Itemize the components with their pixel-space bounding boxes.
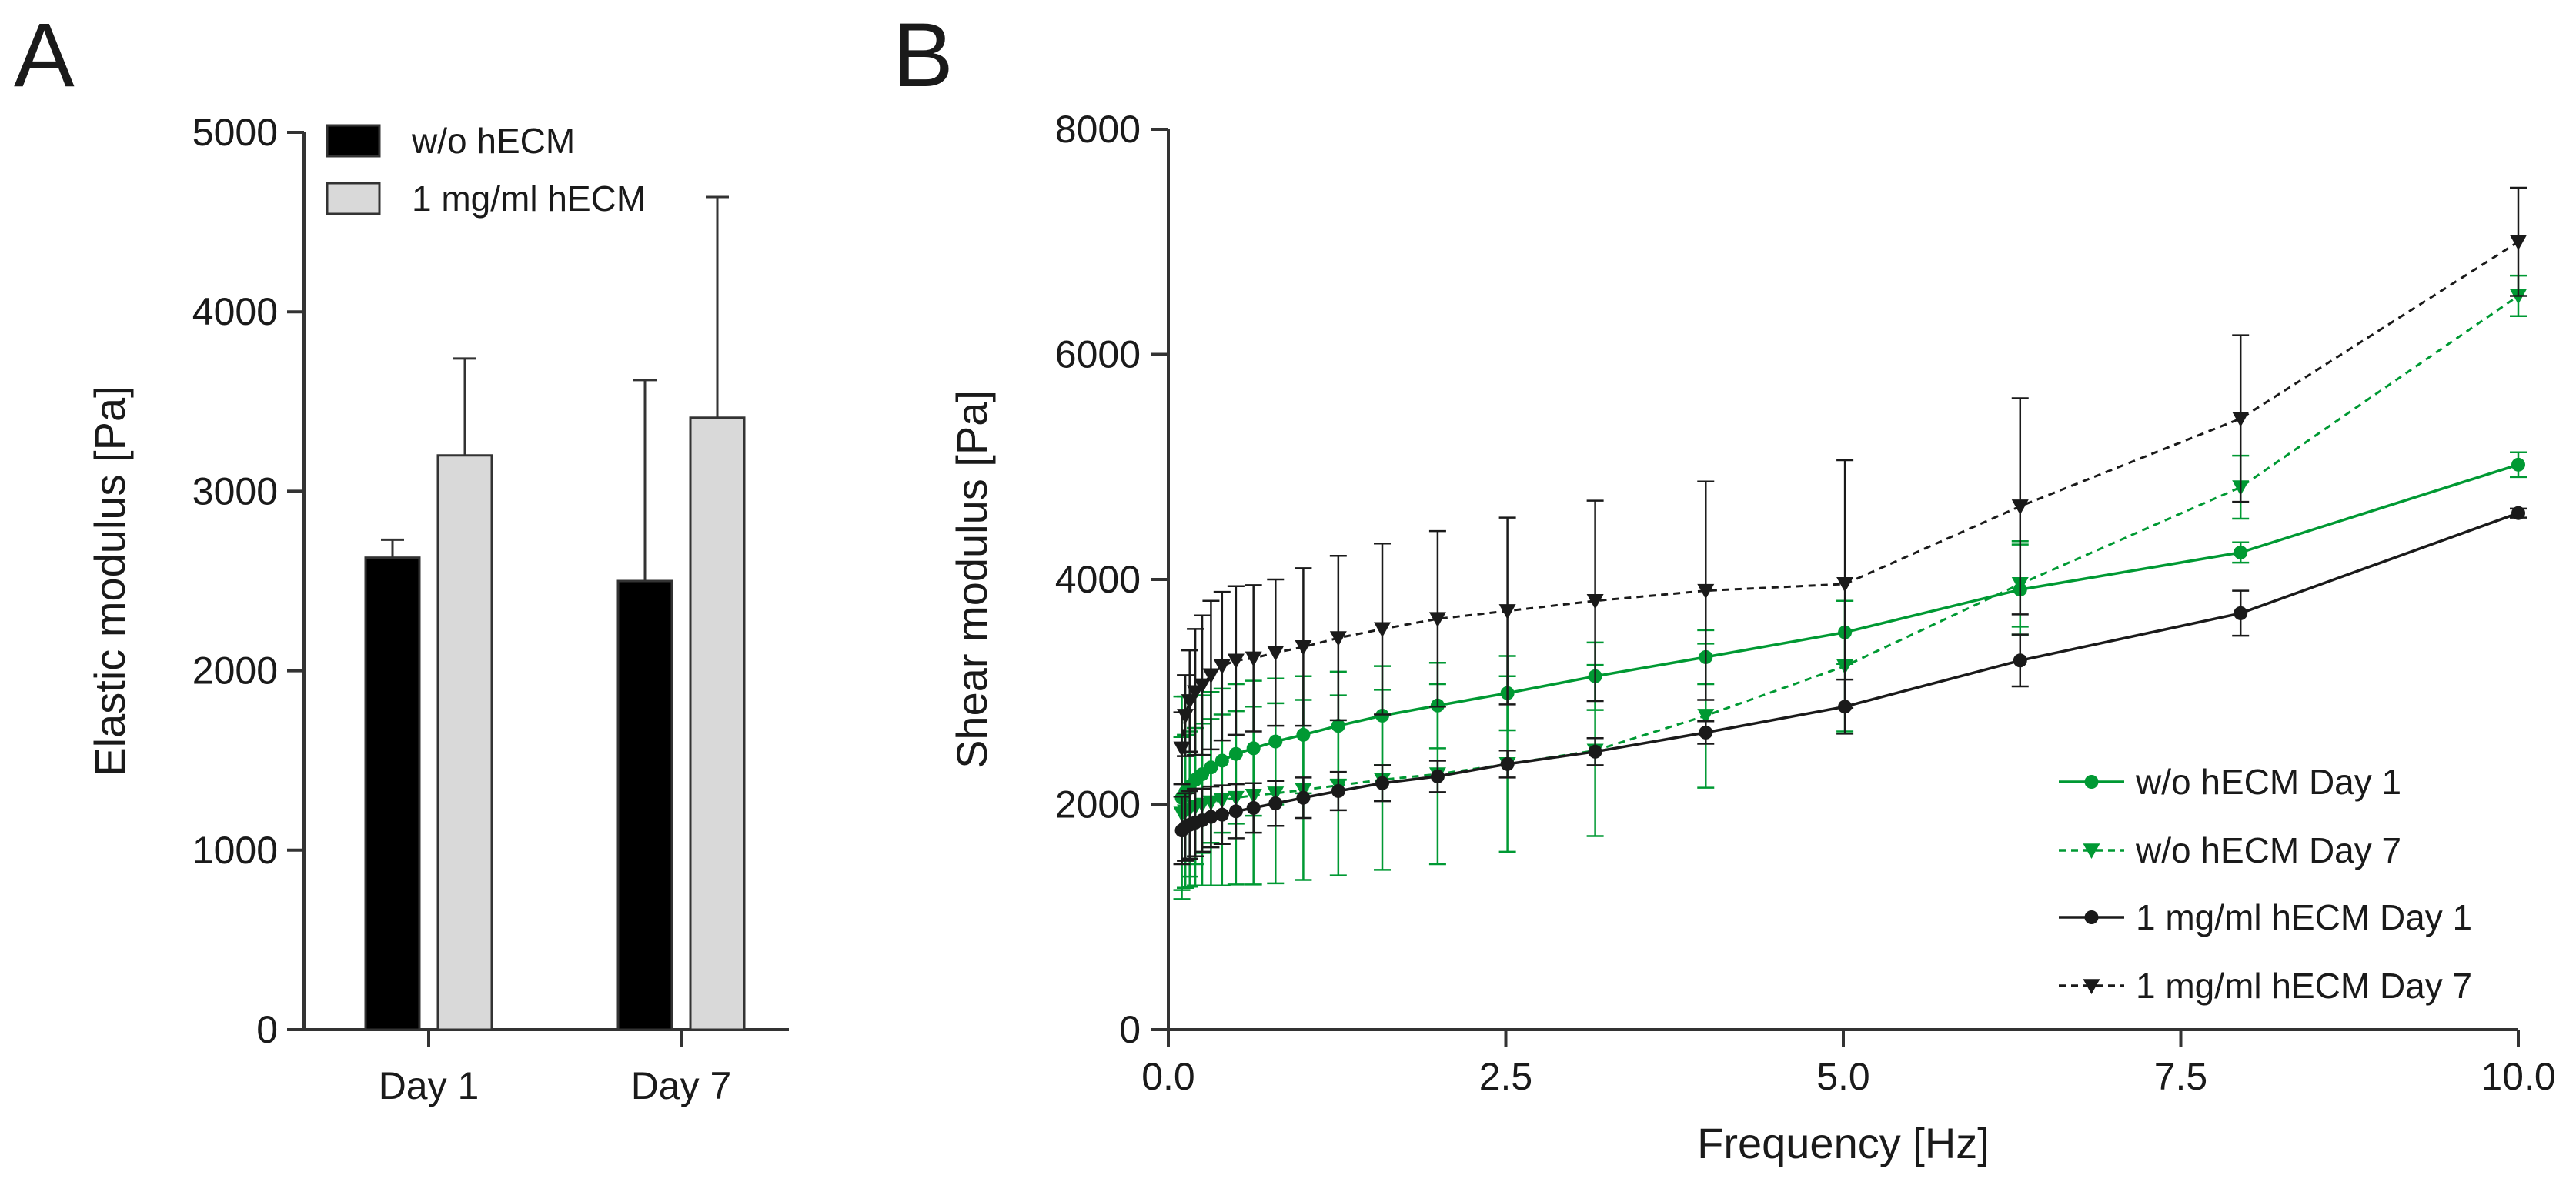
panel-b-data-point xyxy=(2234,606,2248,620)
panel-b-y-tick-label: 8000 xyxy=(1055,108,1141,151)
panel-a-legend-swatch xyxy=(326,124,381,158)
panel-b-label: B xyxy=(893,5,954,106)
panel-a-bar-hecm-day-1 xyxy=(436,454,493,1031)
panel-b-data-point xyxy=(1374,622,1392,638)
panel-b-data-point xyxy=(1227,653,1245,669)
panel-b-legend-marker xyxy=(2083,843,2100,859)
panel-b-x-tick-label: 2.5 xyxy=(1479,1055,1533,1098)
panel-b-data-point xyxy=(1202,668,1220,684)
panel-b-legend-label: w/o hECM Day 7 xyxy=(2135,830,2401,870)
panel-b-data-point xyxy=(1267,646,1285,662)
panel-b-legend-label: 1 mg/ml hECM Day 1 xyxy=(2136,897,2472,937)
panel-a-y-tick-label: 4000 xyxy=(192,290,278,333)
panel-b-legend-marker xyxy=(2084,775,2099,789)
panel-a-y-tick-label: 2000 xyxy=(192,649,278,693)
panel-a-y-axis-title: Elastic modulus [Pa] xyxy=(85,386,134,776)
panel-b-data-point xyxy=(1296,790,1311,805)
panel-b-legend-marker xyxy=(2084,910,2099,924)
panel-b-data-point xyxy=(1331,783,1345,798)
panel-a-y-tick-label: 5000 xyxy=(192,111,278,154)
panel-b-data-point xyxy=(2011,499,2029,515)
panel-b-series-3 xyxy=(1173,186,2527,786)
panel-b-x-tick-label: 0.0 xyxy=(1141,1055,1195,1098)
panel-a-bar-hecm-day-7 xyxy=(689,416,746,1031)
panel-a-bar-chart: 0 1000 2000 3000 4000 5000 Elastic modulus [Pa… xyxy=(85,111,789,1107)
panel-a-category-label: Day 7 xyxy=(631,1064,732,1107)
panel-a-bar-wo-hecm-day-7 xyxy=(616,579,673,1031)
panel-a-y-tick-label: 3000 xyxy=(192,469,278,513)
panel-b-data-point xyxy=(2510,235,2527,251)
panel-b-data-point xyxy=(1586,593,1604,609)
panel-a-category-label: Day 1 xyxy=(379,1064,479,1107)
panel-b-y-tick-label: 0 xyxy=(1119,1008,1141,1051)
panel-b-data-point xyxy=(1245,651,1262,667)
panel-b-data-point xyxy=(2511,506,2525,520)
panel-b-data-point xyxy=(1697,709,1715,724)
panel-b-data-point xyxy=(2234,545,2248,559)
panel-b-data-point xyxy=(1213,659,1231,675)
panel-a-bar-wo-hecm-day-1 xyxy=(364,556,421,1031)
panel-b-data-point xyxy=(1329,631,1347,647)
panel-b-data-point xyxy=(1214,807,1229,822)
panel-a-label: A xyxy=(14,5,75,106)
panel-b-x-tick-label: 7.5 xyxy=(2154,1055,2208,1098)
panel-a-legend-label: w/o hECM xyxy=(411,121,575,161)
panel-b-legend-marker xyxy=(2083,979,2100,994)
panel-b-y-tick-label: 4000 xyxy=(1055,558,1141,601)
panel-b-data-point xyxy=(1588,744,1602,759)
panel-b-legend-label: 1 mg/ml hECM Day 7 xyxy=(2136,966,2472,1006)
panel-b-data-point xyxy=(1228,804,1243,819)
panel-b-data-point xyxy=(1428,612,1446,628)
panel-b-y-axis-title: Shear modulus [Pa] xyxy=(947,390,996,769)
panel-a-y-tick-label: 0 xyxy=(256,1008,278,1051)
panel-b-y-tick-label: 2000 xyxy=(1055,783,1141,826)
panel-b-legend-label: w/o hECM Day 1 xyxy=(2135,762,2401,802)
panel-b-data-point xyxy=(2511,457,2525,472)
panel-b-data-point xyxy=(1697,583,1715,599)
panel-b-data-point xyxy=(2013,653,2027,668)
panel-a-y-tick-label: 1000 xyxy=(192,829,278,872)
panel-b-x-tick-label: 5.0 xyxy=(1816,1055,1870,1098)
panel-b-data-point xyxy=(1268,796,1283,811)
panel-b-data-point xyxy=(1187,685,1204,701)
panel-b-data-point xyxy=(1500,756,1515,771)
panel-b-data-point xyxy=(1181,694,1198,710)
panel-a-legend-label: 1 mg/ml hECM xyxy=(412,179,646,219)
panel-b-data-point xyxy=(1194,678,1211,694)
panel-a-legend-swatch xyxy=(326,182,381,215)
panel-b-data-point xyxy=(1430,769,1445,783)
panel-b-data-point xyxy=(1699,725,1713,740)
panel-b-data-point xyxy=(1173,741,1191,757)
panel-b-data-point xyxy=(1177,709,1194,724)
panel-b-series-2 xyxy=(1173,506,2527,866)
panel-b-x-axis-title: Frequency [Hz] xyxy=(1697,1119,1990,1167)
panel-b-x-tick-label: 10.0 xyxy=(2481,1055,2555,1098)
panel-b-data-point xyxy=(1375,776,1390,790)
panel-b-data-point xyxy=(1836,577,1854,593)
panel-b-data-point xyxy=(1498,604,1516,619)
panel-b-data-point xyxy=(1295,639,1312,656)
panel-b-y-tick-label: 6000 xyxy=(1055,333,1141,376)
panel-b-line-chart: 0 2000 4000 6000 8000 0.0 2.5 5.0 7.5 10.0 Frequen… xyxy=(947,108,2556,1167)
panel-b-data-point xyxy=(1204,810,1218,824)
panel-b-data-point xyxy=(2232,412,2250,427)
panel-b-data-point xyxy=(1246,800,1261,815)
